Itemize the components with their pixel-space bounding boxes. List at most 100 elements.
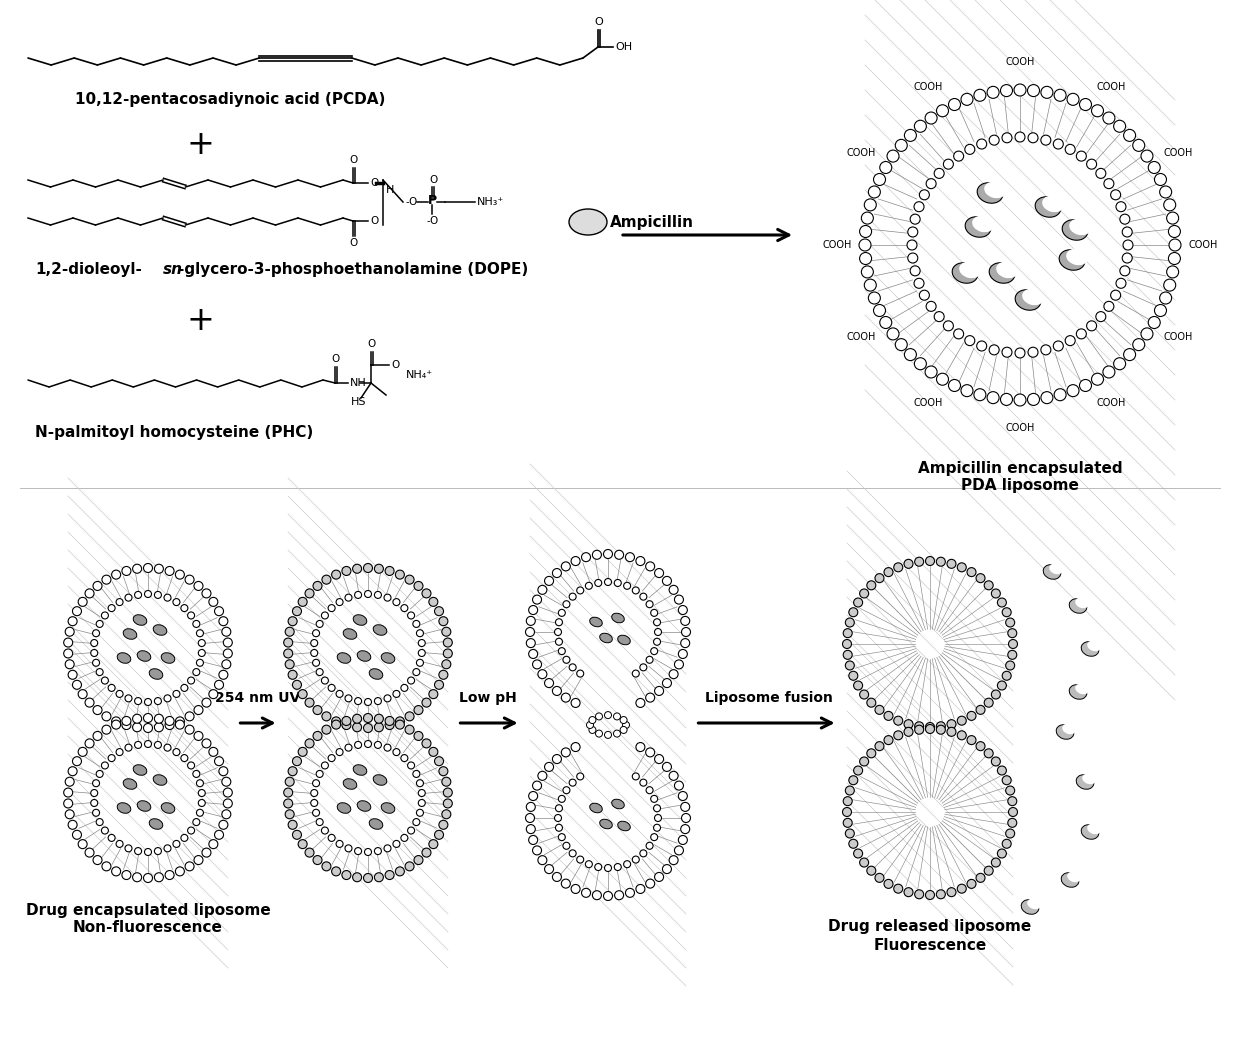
Circle shape	[363, 874, 372, 882]
Ellipse shape	[138, 800, 151, 812]
Circle shape	[558, 834, 565, 841]
Ellipse shape	[1076, 774, 1094, 789]
Circle shape	[1006, 618, 1014, 627]
Circle shape	[977, 139, 987, 149]
Ellipse shape	[1081, 825, 1099, 840]
Circle shape	[646, 656, 653, 663]
Circle shape	[66, 810, 74, 819]
Ellipse shape	[1022, 900, 1039, 914]
Circle shape	[655, 873, 663, 881]
Ellipse shape	[1075, 598, 1089, 608]
Circle shape	[1006, 786, 1014, 795]
Circle shape	[1040, 345, 1050, 355]
Ellipse shape	[123, 778, 136, 789]
Circle shape	[429, 689, 438, 699]
Circle shape	[316, 770, 324, 777]
Circle shape	[155, 741, 161, 748]
Circle shape	[884, 568, 893, 577]
Circle shape	[1096, 311, 1106, 322]
Circle shape	[682, 628, 691, 636]
Circle shape	[884, 736, 893, 744]
Text: COOH: COOH	[1164, 331, 1193, 342]
Circle shape	[879, 317, 892, 328]
Circle shape	[589, 727, 596, 734]
Circle shape	[875, 706, 884, 714]
Circle shape	[414, 732, 423, 740]
Circle shape	[414, 855, 423, 865]
Circle shape	[675, 660, 683, 668]
Circle shape	[305, 589, 314, 598]
Circle shape	[904, 887, 913, 897]
Circle shape	[961, 93, 973, 105]
Circle shape	[222, 810, 231, 819]
Circle shape	[849, 840, 858, 848]
Circle shape	[1002, 607, 1011, 617]
Circle shape	[363, 564, 372, 573]
Circle shape	[947, 719, 956, 729]
Circle shape	[1154, 304, 1167, 317]
Text: -O: -O	[405, 197, 418, 207]
Circle shape	[316, 668, 324, 676]
Ellipse shape	[960, 262, 981, 278]
Circle shape	[1168, 252, 1180, 265]
Circle shape	[198, 639, 206, 647]
Circle shape	[554, 815, 562, 821]
Circle shape	[655, 569, 663, 577]
Circle shape	[614, 730, 620, 737]
Circle shape	[208, 597, 218, 606]
Circle shape	[849, 607, 858, 617]
Circle shape	[997, 766, 1007, 775]
Circle shape	[429, 597, 438, 606]
Circle shape	[914, 278, 924, 289]
Circle shape	[444, 788, 453, 797]
Circle shape	[91, 799, 98, 807]
Circle shape	[365, 740, 372, 747]
Circle shape	[859, 690, 869, 699]
Circle shape	[563, 656, 570, 663]
Circle shape	[1123, 349, 1136, 360]
Circle shape	[859, 589, 869, 598]
Circle shape	[1096, 168, 1106, 179]
Circle shape	[1065, 335, 1075, 346]
Circle shape	[329, 604, 335, 611]
Circle shape	[298, 747, 308, 757]
Circle shape	[386, 716, 394, 726]
Circle shape	[604, 892, 613, 901]
Circle shape	[681, 824, 689, 834]
Circle shape	[408, 677, 414, 684]
Circle shape	[908, 253, 918, 263]
Circle shape	[441, 660, 451, 668]
Circle shape	[526, 617, 536, 626]
Circle shape	[862, 266, 873, 278]
Circle shape	[414, 581, 423, 591]
Circle shape	[434, 830, 444, 840]
Circle shape	[1008, 818, 1017, 827]
Circle shape	[122, 871, 131, 879]
Circle shape	[374, 565, 383, 573]
Circle shape	[553, 755, 562, 764]
Circle shape	[640, 664, 647, 671]
Text: Drug encapsulated liposome: Drug encapsulated liposome	[26, 902, 270, 918]
Ellipse shape	[337, 802, 351, 814]
Circle shape	[624, 861, 631, 868]
Circle shape	[1091, 105, 1104, 116]
Circle shape	[562, 748, 570, 757]
Circle shape	[93, 780, 99, 787]
Circle shape	[646, 842, 653, 849]
Circle shape	[305, 848, 314, 857]
Circle shape	[281, 562, 455, 735]
Circle shape	[1169, 239, 1180, 251]
Circle shape	[1122, 227, 1132, 237]
Circle shape	[859, 757, 869, 766]
Text: COOH: COOH	[1097, 82, 1126, 91]
Circle shape	[93, 659, 99, 666]
Circle shape	[102, 862, 110, 871]
Circle shape	[185, 575, 195, 584]
Circle shape	[662, 679, 671, 687]
Ellipse shape	[343, 778, 357, 789]
Circle shape	[976, 742, 985, 750]
Circle shape	[670, 855, 678, 865]
Text: COOH: COOH	[822, 240, 852, 250]
Circle shape	[553, 569, 562, 577]
Text: NH₃⁺: NH₃⁺	[477, 197, 505, 207]
